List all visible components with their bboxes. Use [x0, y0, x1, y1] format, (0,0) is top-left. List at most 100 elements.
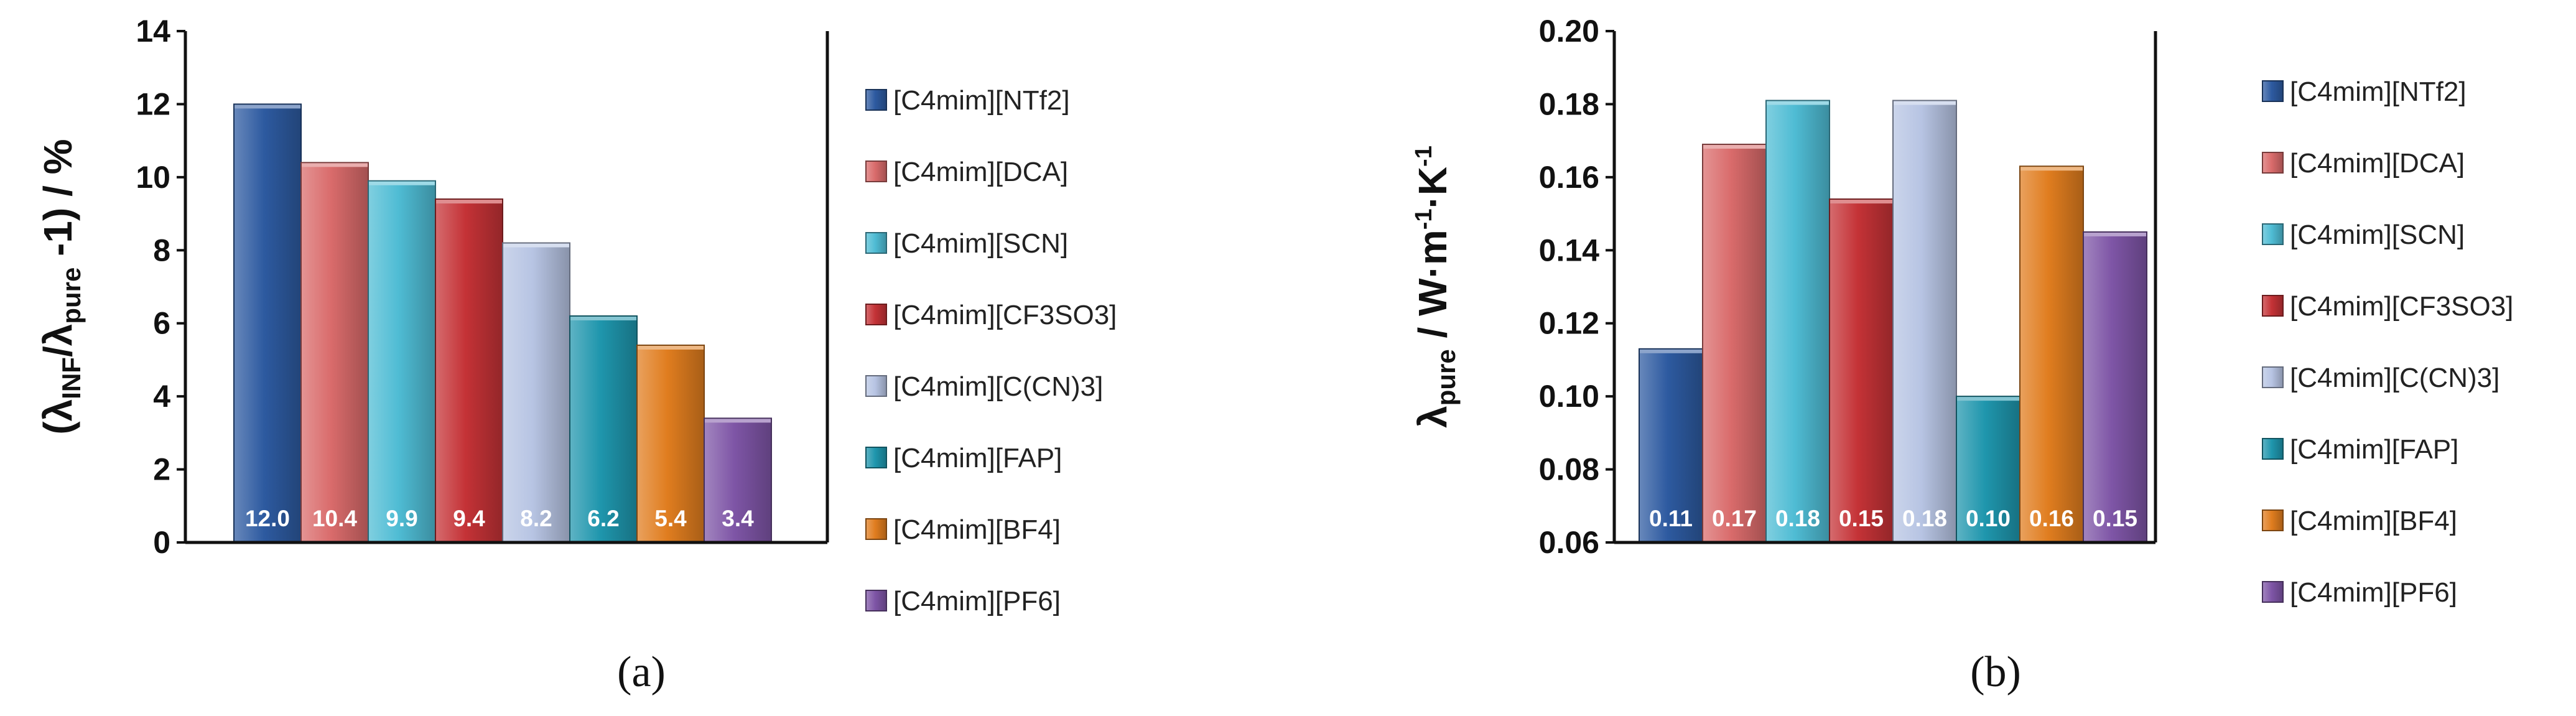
- data-label: 0.11: [1649, 506, 1693, 531]
- bar-top-bevel: [2084, 232, 2146, 236]
- legend-swatch: [2262, 80, 2284, 102]
- panel-b: 0.06 0.08 0.10 0.12 0.14 0.16 0.18 0.20 0.11 0.1…: [1410, 14, 2513, 696]
- data-label: 0.17: [1712, 506, 1757, 531]
- legend-swatch: [2262, 509, 2284, 531]
- legend-swatch: [2262, 223, 2284, 245]
- bar: [1829, 198, 1894, 544]
- bar-top-bevel: [302, 163, 368, 167]
- legend-label: [C4mim][C(CN)3]: [2290, 363, 2499, 393]
- ylabel-b-sup1: -1: [1411, 208, 1437, 230]
- legend-label: [C4mim][NTf2]: [2290, 77, 2467, 107]
- legend-swatch: [2262, 366, 2284, 388]
- y-ticks-b: 0.06 0.08 0.10 0.12 0.14 0.16 0.18 0.20: [1539, 14, 1614, 560]
- ylabel-a-sub2: pure: [57, 267, 86, 324]
- legend-label: [C4mim][NTf2]: [893, 85, 1070, 116]
- legend-swatch: [2262, 295, 2284, 317]
- y-tick-label: 14: [136, 14, 170, 49]
- bars-b: [1639, 100, 2147, 544]
- y-tick-label: 4: [153, 379, 170, 414]
- ylabel-b-mid: / W·m: [1410, 230, 1455, 349]
- data-label: 9.9: [386, 506, 417, 531]
- y-tick-label: 0.10: [1539, 379, 1599, 414]
- legend-label: [C4mim][CF3SO3]: [2290, 291, 2513, 322]
- legend-swatch: [865, 160, 887, 182]
- ylabel-b-sup2: -1: [1411, 146, 1437, 167]
- bar-top-bevel: [1894, 101, 1956, 105]
- data-label: 8.2: [520, 506, 552, 531]
- panel-label-b: (b): [1970, 648, 2021, 696]
- ylabel-b-sub1: pure: [1431, 349, 1461, 406]
- bar: [2083, 231, 2147, 543]
- bar: [636, 344, 705, 543]
- bar: [435, 198, 503, 544]
- legend-swatch: [865, 304, 887, 325]
- data-label: 0.18: [1902, 506, 1947, 531]
- ylabel-a-mid: /λ: [35, 324, 80, 357]
- ylabel-a-prefix: (λ: [35, 399, 80, 435]
- legend-label: [C4mim][SCN]: [2290, 220, 2465, 250]
- data-label: 10.4: [312, 506, 357, 531]
- legend-label: [C4mim][DCA]: [2290, 148, 2465, 179]
- data-label: 0.15: [1839, 506, 1884, 531]
- legend-label: [C4mim][SCN]: [893, 228, 1068, 259]
- ylabel-a-sub1: INF: [57, 357, 86, 399]
- bar-top-bevel: [570, 316, 636, 320]
- bar-top-bevel: [369, 181, 435, 185]
- y-ticks-a: 0 2 4 6 8 10 12 14: [136, 14, 185, 560]
- y-tick-label: 0.08: [1539, 452, 1599, 487]
- legend-label: [C4mim][FAP]: [2290, 434, 2458, 465]
- bar-top-bevel: [235, 105, 300, 109]
- data-label: 5.4: [654, 506, 687, 531]
- y-tick-label: 6: [153, 306, 170, 341]
- panel-label-a: (a): [617, 648, 666, 696]
- data-labels-a: 12.0 10.4 9.9 9.4 8.2 6.2 5.4 3.4: [245, 506, 754, 531]
- data-label: 12.0: [245, 506, 290, 531]
- bar-top-bevel: [638, 345, 704, 350]
- bar-top-bevel: [1830, 200, 1892, 204]
- legend-a: [C4mim][NTf2] [C4mim][DCA] [C4mim][SCN] [C4…: [865, 85, 1117, 616]
- y-tick-label: 0.06: [1539, 525, 1599, 560]
- legend-label: [C4mim][FAP]: [893, 443, 1062, 473]
- bars-a: [233, 103, 772, 544]
- legend-swatch: [865, 518, 887, 540]
- bar: [704, 417, 772, 543]
- data-label: 0.15: [2093, 506, 2137, 531]
- y-tick-label: 0.14: [1539, 233, 1600, 267]
- legend-label: [C4mim][BF4]: [2290, 506, 2457, 536]
- y-axis-title-b: λpure / W·m-1·K-1: [1410, 146, 1461, 428]
- legend-label: [C4mim][PF6]: [893, 586, 1061, 616]
- y-tick-label: 0.16: [1539, 160, 1599, 195]
- ylabel-b-mid2: ·K: [1410, 167, 1455, 209]
- legend-label: [C4mim][DCA]: [893, 157, 1068, 187]
- legend-label: [C4mim][PF6]: [2290, 577, 2457, 608]
- y-tick-label: 8: [153, 233, 170, 267]
- bar: [1765, 100, 1830, 544]
- bar: [1892, 100, 1957, 544]
- bar-top-bevel: [436, 200, 502, 204]
- bar: [233, 103, 302, 543]
- data-label: 9.4: [453, 506, 485, 531]
- bar: [569, 315, 638, 543]
- bar: [2019, 165, 2084, 543]
- bar: [368, 180, 436, 543]
- bar-top-bevel: [1640, 349, 1702, 353]
- y-tick-label: 0.20: [1539, 14, 1599, 49]
- legend-label: [C4mim][CF3SO3]: [893, 300, 1117, 330]
- y-tick-label: 12: [136, 86, 170, 121]
- data-label: 3.4: [722, 506, 754, 531]
- y-axis-title-a: (λINF/λpure -1) / %: [35, 139, 86, 434]
- bar-top-bevel: [1703, 145, 1765, 149]
- legend-label: [C4mim][BF4]: [893, 514, 1061, 545]
- ylabel-a-suffix: -1) / %: [35, 139, 80, 267]
- legend-swatch: [2262, 581, 2284, 603]
- y-tick-label: 2: [153, 452, 170, 487]
- data-label: 0.10: [1966, 506, 2011, 531]
- bar-top-bevel: [2020, 167, 2083, 171]
- y-tick-label: 0.18: [1539, 86, 1599, 121]
- legend-swatch: [865, 447, 887, 468]
- legend-label: [C4mim][C(CN)3]: [893, 371, 1103, 402]
- legend-swatch: [865, 375, 887, 397]
- y-tick-label: 0.12: [1539, 306, 1599, 341]
- data-label: 0.16: [2029, 506, 2074, 531]
- bar: [1956, 396, 2020, 544]
